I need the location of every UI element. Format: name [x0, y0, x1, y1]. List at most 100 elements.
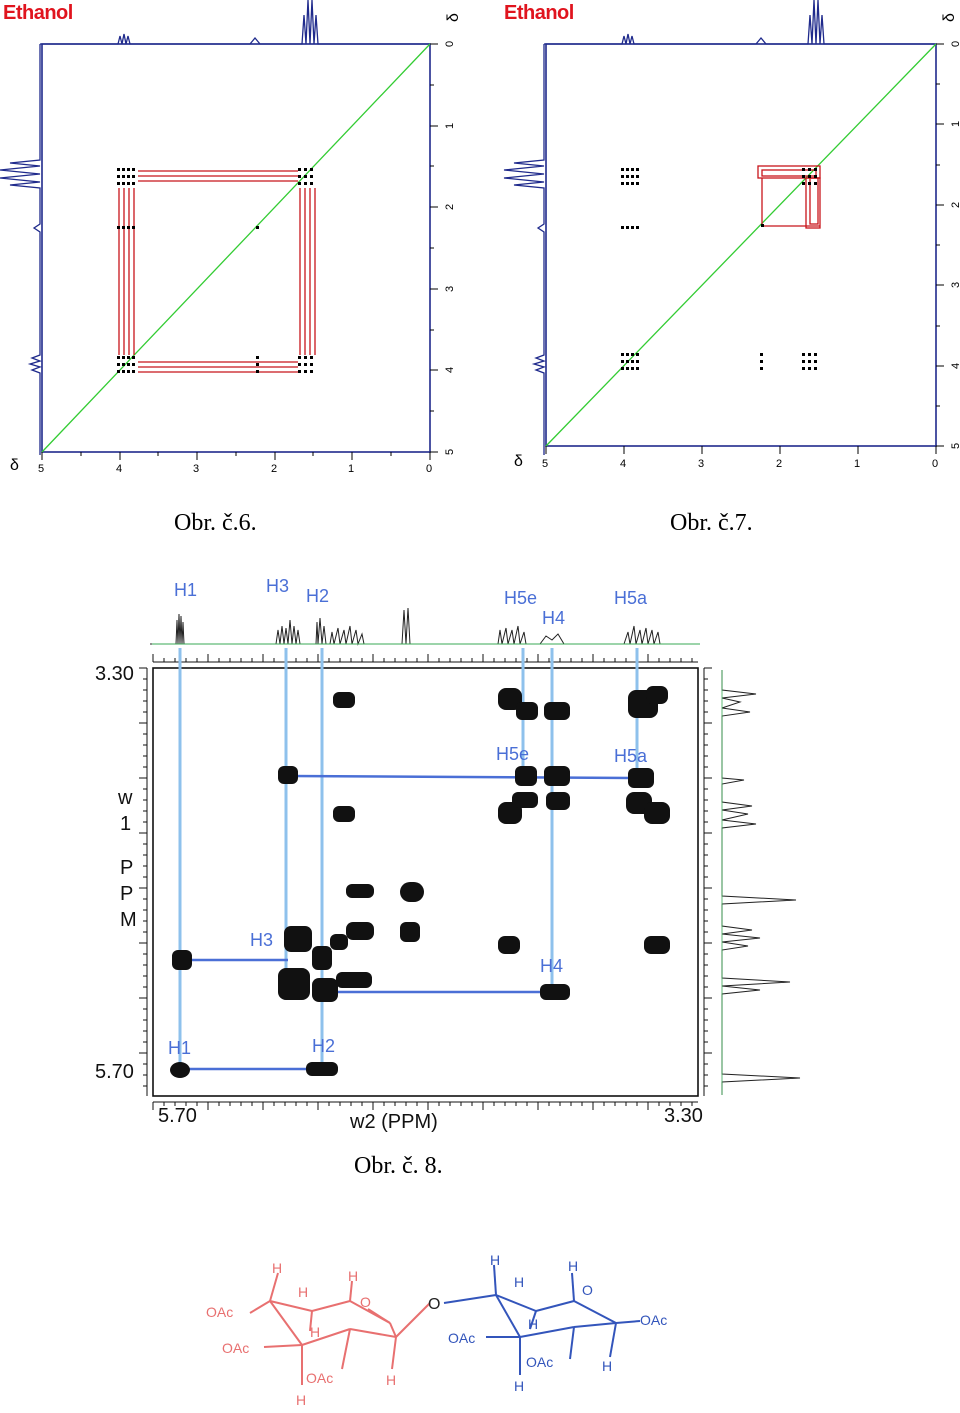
fig8-right-spectrum [721, 670, 801, 1095]
fig6-diagonal [41, 43, 431, 453]
left-label-h-mid: H [310, 1324, 320, 1340]
fig8-cross-peaks [170, 686, 670, 1078]
fig6-xtick-0: 0 [426, 463, 432, 475]
fig8-top-label-h3: H3 [266, 576, 289, 596]
fig8-xtick-left: 5.70 [158, 1105, 197, 1127]
fig7-left-spectrum [503, 44, 547, 455]
fig6-delta-x: δ [10, 457, 19, 474]
fig7-ytick-0: 0 [950, 41, 960, 47]
left-label-h-c4: H [348, 1268, 358, 1284]
disaccharide-structure: H H H O OAc OAc H OAc H H O H H H O OAc … [206, 1252, 667, 1408]
fig7-xtick-2: 2 [776, 458, 782, 470]
fig6-ytick-1: 1 [444, 123, 456, 129]
fig6-ytick-5: 5 [444, 449, 456, 455]
fig6-xtick-4: 4 [116, 463, 122, 475]
fig8-horizontal-guides [180, 774, 633, 1071]
fig7-sample-label: Ethanol [504, 2, 574, 24]
fig6-x-ticks [41, 452, 431, 460]
fig8-xtick-right: 3.30 [664, 1105, 703, 1127]
left-label-oac-3: OAc [306, 1370, 333, 1386]
fig7-ytick-5: 5 [950, 443, 960, 449]
fig7-xtick-3: 3 [698, 458, 704, 470]
right-label-oac-3: OAc [640, 1312, 667, 1328]
fig7-cosy-plot: 5 4 3 2 1 0 0 1 2 3 4 5 δ δ [503, 0, 960, 470]
fig8-ruler-ticks [146, 661, 705, 1103]
fig7-caption: Obr. č.7. [670, 510, 753, 536]
fig7-xtick-4: 4 [620, 458, 626, 470]
left-ring-labels: H H H O OAc OAc H OAc H H [206, 1260, 396, 1408]
right-label-ring-o: O [582, 1282, 593, 1298]
fig8-top-label-h1: H1 [174, 580, 197, 600]
fig8-x-axis-label: w2 (PPM) [349, 1111, 438, 1133]
fig8-ytick-top: 3.30 [95, 663, 134, 685]
fig7-xtick-1: 1 [854, 458, 860, 470]
fig8-y-letter-m: M [120, 909, 137, 931]
fig7-ytick-1: 1 [950, 121, 960, 127]
fig8-top-label-h5e: H5e [504, 588, 537, 608]
fig6-caption: Obr. č.6. [174, 510, 257, 536]
fig8-y-letter-p2: P [120, 883, 133, 905]
fig6-ytick-4: 4 [444, 367, 456, 373]
fig7-cross-peaks [621, 168, 817, 370]
fig7-delta-y: δ [941, 13, 958, 22]
fig7-delta-x: δ [514, 453, 523, 470]
fig8-inner-label-h5a: H5a [614, 746, 648, 766]
fig7-ytick-3: 3 [950, 282, 960, 288]
fig8-ytick-bottom: 5.70 [95, 1061, 134, 1083]
fig8-inner-label-h5e: H5e [496, 744, 529, 764]
fig6-sample-label: Ethanol [3, 2, 73, 24]
right-label-h-top: H [490, 1252, 500, 1268]
fig6-xtick-3: 3 [193, 463, 199, 475]
left-label-h-top: H [272, 1260, 282, 1276]
left-ring-bonds [249, 1272, 431, 1385]
fig8-y-letter-w: w [117, 787, 133, 809]
fig8-caption: Obr. č. 8. [354, 1153, 443, 1179]
fig7-xtick-0: 0 [932, 458, 938, 470]
fig8-y-letter-1: 1 [120, 813, 131, 835]
fig6-xtick-5: 5 [38, 463, 44, 475]
right-ring-labels: H H H O OAc H OAc OAc H H [448, 1252, 667, 1394]
fig7-y-ticks [936, 43, 944, 447]
fig6-ytick-3: 3 [444, 286, 456, 292]
left-label-ring-o: O [360, 1294, 371, 1310]
right-label-h-inner: H [514, 1274, 524, 1290]
fig8-vertical-guides [178, 648, 639, 1075]
fig7-correlation-boxes [757, 165, 821, 229]
fig8-axis-text: 3.30 5.70 5.70 3.30 w2 (PPM) w 1 P P M [95, 663, 703, 1133]
fig8-top-label-h5a: H5a [614, 588, 648, 608]
fig8-cosy-spectrum: H1 H3 H2 H5e H4 H5a H5e H5a H3 H4 H1 H2 … [95, 576, 801, 1133]
fig7-ytick-2: 2 [950, 202, 960, 208]
fig6-xtick-2: 2 [271, 463, 277, 475]
fig8-inner-label-h1: H1 [168, 1038, 191, 1058]
left-label-oac-1: OAc [206, 1304, 233, 1320]
right-label-oac-1: OAc [448, 1330, 475, 1346]
left-label-h-anomeric: H [386, 1372, 396, 1388]
fig6-correlation-lines [118, 170, 316, 373]
fig8-inner-label-h2: H2 [312, 1036, 335, 1056]
left-label-oac-2: OAc [222, 1340, 249, 1356]
fig6-xtick-1: 1 [348, 463, 354, 475]
right-label-oac-2: OAc [526, 1354, 553, 1370]
fig7-xtick-5: 5 [542, 458, 548, 470]
fig6-top-spectrum [40, 0, 430, 45]
fig8-y-letter-p1: P [120, 857, 133, 879]
fig8-top-spectrum [150, 607, 700, 646]
left-label-h-bottom: H [296, 1392, 306, 1408]
right-ring-bonds [443, 1264, 641, 1375]
fig7-diagonal [545, 43, 937, 447]
right-label-h-anomeric: H [602, 1358, 612, 1374]
fig6-cosy-plot: 5 4 3 2 1 0 0 1 2 3 4 5 δ δ [0, 0, 462, 475]
fig8-frame [152, 667, 699, 1097]
fig7-ytick-4: 4 [950, 363, 960, 369]
fig7-top-spectrum [544, 0, 934, 45]
right-label-h-c5: H [568, 1258, 578, 1274]
fig8-inner-label-h3: H3 [250, 930, 273, 950]
fig6-ytick-0: 0 [444, 41, 456, 47]
glycosidic-oxygen: O [428, 1296, 440, 1313]
fig8-top-label-h4: H4 [542, 608, 565, 628]
fig6-left-spectrum [0, 44, 43, 455]
right-label-h-bottom: H [514, 1378, 524, 1394]
fig6-y-ticks [430, 43, 438, 453]
fig8-annotations: H1 H3 H2 H5e H4 H5a H5e H5a H3 H4 H1 H2 [168, 576, 648, 1058]
fig6-cross-peaks [117, 168, 313, 373]
